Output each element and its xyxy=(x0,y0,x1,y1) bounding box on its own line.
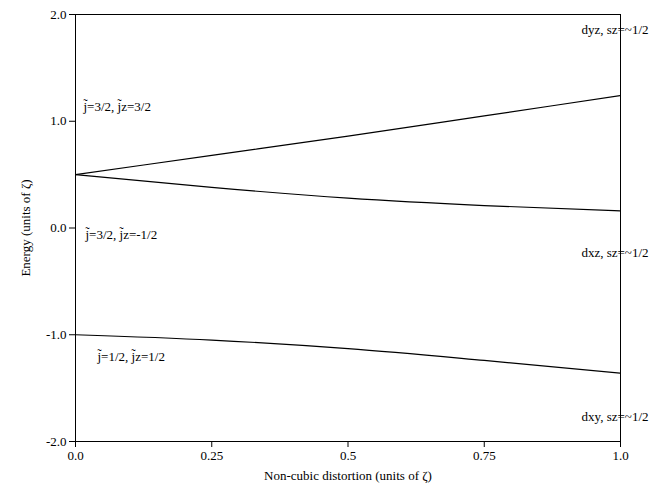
svg-text:0.0: 0.0 xyxy=(67,448,83,463)
svg-text:Non-cubic distortion (units of: Non-cubic distortion (units of ζ) xyxy=(264,468,432,483)
svg-text:j̃=3/2, j̃z=3/2: j̃=3/2, j̃z=3/2 xyxy=(83,99,151,114)
svg-text:Energy (units of ζ): Energy (units of ζ) xyxy=(18,179,33,276)
svg-text:1.0: 1.0 xyxy=(50,113,66,128)
svg-text:2.0: 2.0 xyxy=(50,7,66,22)
svg-text:1.0: 1.0 xyxy=(612,448,628,463)
svg-text:0.75: 0.75 xyxy=(473,448,496,463)
svg-text:0.25: 0.25 xyxy=(200,448,223,463)
svg-text:dxy, sz=~1/2: dxy, sz=~1/2 xyxy=(582,409,649,424)
svg-text:j̃=3/2, j̃z=-1/2: j̃=3/2, j̃z=-1/2 xyxy=(85,227,158,242)
svg-text:dyz, sz=~1/2: dyz, sz=~1/2 xyxy=(581,22,648,37)
svg-text:-1.0: -1.0 xyxy=(46,327,67,342)
svg-text:0.5: 0.5 xyxy=(340,448,356,463)
svg-text:dxz, sz=~1/2: dxz, sz=~1/2 xyxy=(581,245,648,260)
svg-text:j̃=1/2, j̃z=1/2: j̃=1/2, j̃z=1/2 xyxy=(97,349,165,364)
svg-text:-2.0: -2.0 xyxy=(46,434,67,449)
svg-text:0.0: 0.0 xyxy=(50,220,66,235)
